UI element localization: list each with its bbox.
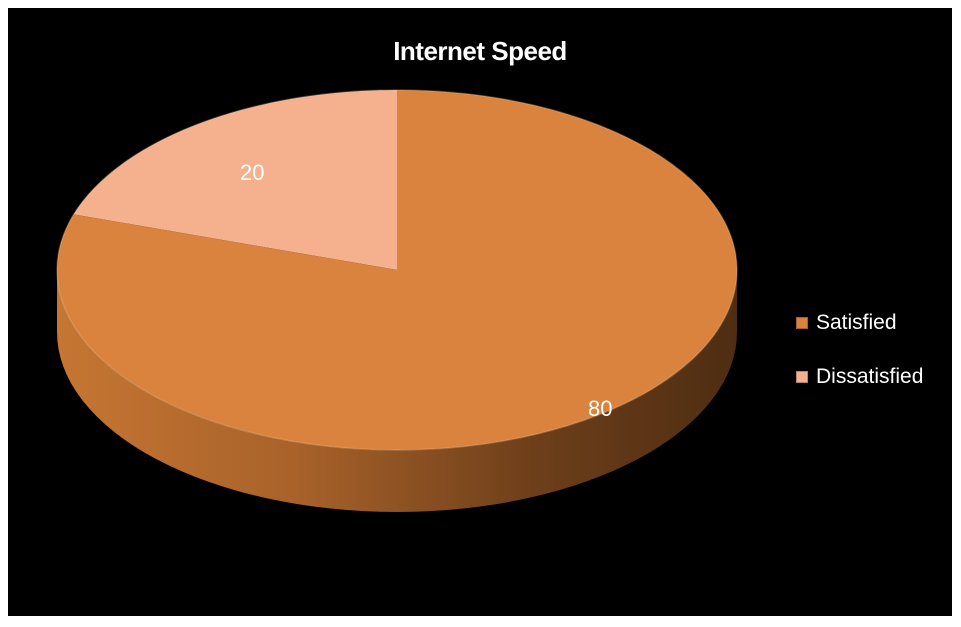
pie-slice-dissatisfied — [73, 90, 398, 270]
pie-rim — [56, 89, 738, 451]
legend-label-satisfied: Satisfied — [816, 311, 897, 334]
legend-swatch-dissatisfied — [796, 371, 808, 383]
legend-item-satisfied: Satisfied — [796, 308, 923, 338]
legend: Satisfied Dissatisfied — [796, 308, 923, 416]
data-label-satisfied: 80 — [588, 396, 612, 421]
legend-item-dissatisfied: Dissatisfied — [796, 362, 923, 392]
chart-title: Internet Speed — [393, 36, 567, 66]
legend-swatch-satisfied — [796, 317, 808, 329]
pie-side-wall — [57, 270, 737, 512]
data-label-dissatisfied: 20 — [240, 160, 264, 185]
legend-label-dissatisfied: Dissatisfied — [816, 365, 924, 388]
chart-frame: Internet Speed 80 20 Satisfied Dissatisfi… — [8, 8, 952, 616]
pie-slice-satisfied — [56, 90, 737, 451]
pie-chart: 80 20 — [56, 89, 738, 512]
